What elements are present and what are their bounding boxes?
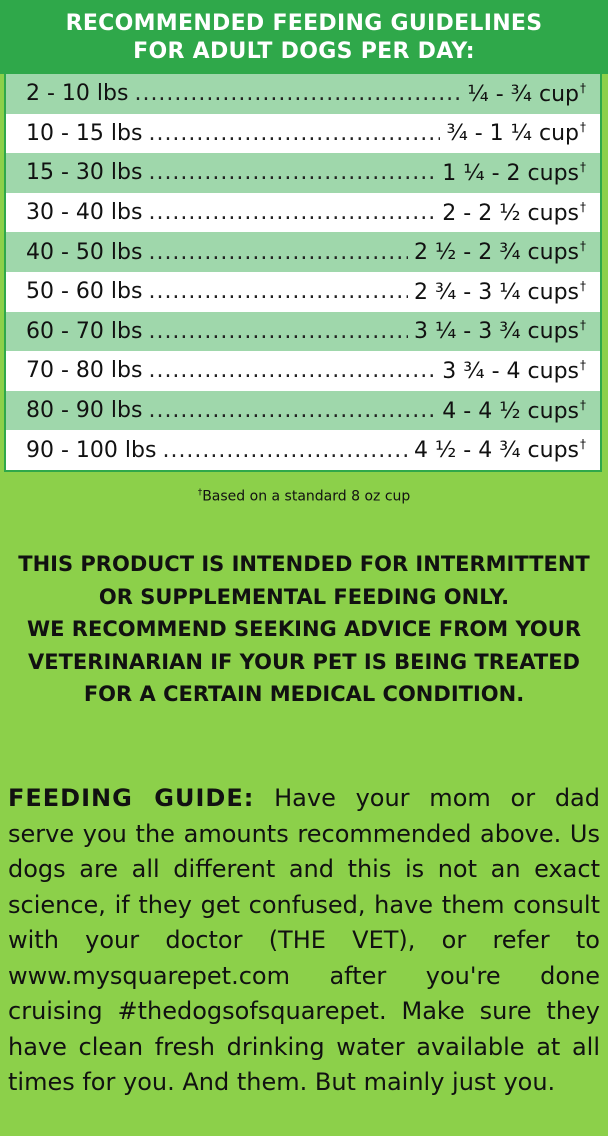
dot-leader [134, 81, 461, 106]
feeding-guide-text: Have your mom or dad serve you the amoun… [8, 784, 600, 1096]
weight-range: 40 - 50 lbs [26, 239, 143, 265]
cup-footnote: †Based on a standard 8 oz cup [197, 488, 411, 505]
table-row: 90 - 100 lbs 4 ½ - 4 ¾ cups† [6, 430, 600, 470]
intermittent-feeding-warning: THIS PRODUCT IS INTENDED FOR INTERMITTEN… [0, 548, 608, 711]
dot-leader [148, 319, 408, 344]
table-row: 40 - 50 lbs 2 ½ - 2 ¾ cups† [6, 232, 600, 272]
weight-range: 50 - 60 lbs [26, 279, 143, 305]
feeding-guidelines-header: RECOMMENDED FEEDING GUIDELINES FOR ADULT… [0, 0, 608, 74]
warning-line-5: FOR A CERTAIN MEDICAL CONDITION. [83, 682, 525, 706]
cup-amount: 2 ½ - 2 ¾ cups† [413, 239, 586, 266]
cup-amount: 3 ¼ - 3 ¾ cups† [413, 318, 586, 345]
table-row: 60 - 70 lbs 3 ¼ - 3 ¾ cups† [6, 311, 600, 352]
dot-leader [148, 121, 440, 146]
weight-range: 30 - 40 lbs [26, 200, 143, 226]
header-line-1: RECOMMENDED FEEDING GUIDELINES [65, 11, 543, 36]
warning-line-2: OR SUPPLEMENTAL FEEDING ONLY. [98, 584, 510, 609]
warning-line-1: THIS PRODUCT IS INTENDED FOR INTERMITTEN… [18, 552, 590, 576]
cup-amount: 2 ¾ - 3 ¼ cups† [413, 278, 586, 305]
weight-range: 80 - 90 lbs [26, 398, 143, 424]
dot-leader [148, 358, 436, 383]
dot-leader [148, 200, 436, 225]
cup-amount: 3 ¾ - 4 cups† [442, 357, 586, 384]
dot-leader [148, 279, 408, 304]
cup-amount: 2 - 2 ½ cups† [442, 199, 586, 226]
dot-leader [162, 438, 408, 463]
weight-range: 60 - 70 lbs [26, 318, 143, 344]
table-row: 30 - 40 lbs 2 - 2 ½ cups† [6, 192, 600, 233]
cup-amount: 4 - 4 ½ cups† [442, 397, 586, 424]
cup-amount: 4 ½ - 4 ¾ cups† [413, 437, 586, 464]
weight-range: 2 - 10 lbs [26, 81, 129, 107]
weight-range: 15 - 30 lbs [26, 160, 143, 186]
table-row: 50 - 60 lbs 2 ¾ - 3 ¼ cups† [6, 271, 600, 312]
table-row: 2 - 10 lbs ¼ - ¾ cup† [6, 74, 600, 114]
weight-range: 70 - 80 lbs [26, 358, 143, 384]
table-row: 15 - 30 lbs 1 ¼ - 2 cups† [6, 153, 600, 193]
dot-leader [148, 160, 436, 185]
weight-range: 10 - 15 lbs [26, 120, 143, 146]
cup-amount: ¼ - ¾ cup† [467, 80, 586, 107]
warning-line-4: VETERINARIAN IF YOUR PET IS BEING TREATE… [28, 649, 580, 674]
warning-line-3: WE RECOMMEND SEEKING ADVICE FROM YOUR [26, 617, 581, 641]
header-line-2: FOR ADULT DOGS PER DAY: [133, 39, 475, 64]
table-row: 80 - 90 lbs 4 - 4 ½ cups† [6, 390, 600, 431]
cup-amount: 1 ¼ - 2 cups† [442, 159, 586, 186]
feeding-guide-paragraph: FEEDING GUIDE: Have your mom or dad serv… [8, 781, 600, 1101]
cup-amount: ¾ - 1 ¼ cup† [446, 120, 586, 147]
table-row: 70 - 80 lbs 3 ¾ - 4 cups† [6, 351, 600, 391]
feeding-table: 2 - 10 lbs ¼ - ¾ cup† 10 - 15 lbs ¾ - 1 … [4, 74, 602, 472]
table-row: 10 - 15 lbs ¾ - 1 ¼ cup† [6, 113, 600, 154]
weight-range: 90 - 100 lbs [26, 437, 157, 463]
feeding-guide-label: FEEDING GUIDE: [8, 784, 255, 812]
dot-leader [148, 398, 436, 423]
dot-leader [148, 240, 408, 265]
